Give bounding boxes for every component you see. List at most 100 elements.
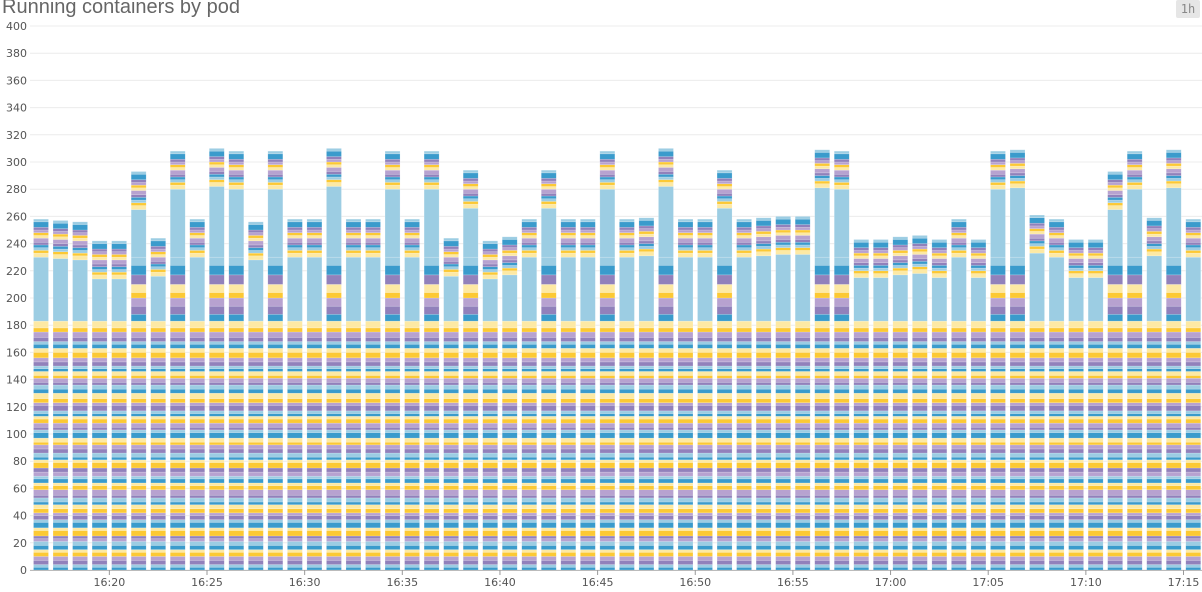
bar-segment[interactable] — [423, 530, 440, 537]
bar-segment[interactable] — [677, 388, 694, 394]
bar-segment[interactable] — [755, 348, 772, 353]
bar-segment[interactable] — [1146, 552, 1162, 557]
bar-segment[interactable] — [1029, 541, 1045, 546]
bar-segment[interactable] — [33, 235, 49, 239]
bar-segment[interactable] — [873, 241, 889, 248]
bar-segment[interactable] — [814, 527, 830, 531]
bar-segment[interactable] — [736, 527, 752, 531]
bar-segment[interactable] — [1126, 564, 1143, 568]
bar-segment[interactable] — [150, 441, 166, 446]
bar-segment[interactable] — [169, 348, 186, 353]
bar-segment[interactable] — [775, 337, 791, 342]
bar-segment[interactable] — [287, 229, 303, 233]
bar-segment[interactable] — [892, 489, 909, 496]
bar-segment[interactable] — [873, 475, 889, 480]
bar-segment[interactable] — [1107, 182, 1123, 186]
bar-segment[interactable] — [501, 541, 518, 546]
bar-segment[interactable] — [521, 365, 537, 369]
bar-segment[interactable] — [111, 471, 127, 477]
bar-segment[interactable] — [1009, 314, 1026, 322]
bar-segment[interactable] — [755, 567, 772, 571]
bar-segment[interactable] — [404, 352, 420, 359]
bar-segment[interactable] — [1107, 489, 1123, 496]
bar-segment[interactable] — [169, 522, 186, 529]
bar-segment[interactable] — [521, 352, 537, 359]
bar-segment[interactable] — [482, 519, 498, 523]
bar-segment[interactable] — [111, 552, 127, 557]
bar-segment[interactable] — [853, 388, 870, 394]
bar-segment[interactable] — [892, 405, 909, 412]
bar-segment[interactable] — [716, 195, 733, 199]
bar-segment[interactable] — [150, 456, 166, 461]
bar-segment[interactable] — [501, 489, 518, 496]
bar-segment[interactable] — [541, 337, 557, 342]
bar-segment[interactable] — [228, 368, 245, 372]
bar-segment[interactable] — [1009, 452, 1026, 458]
bar-segment[interactable] — [873, 273, 889, 278]
bar-segment[interactable] — [736, 522, 752, 529]
bar-segment[interactable] — [209, 482, 225, 486]
bar-segment[interactable] — [111, 418, 127, 424]
bar-segment[interactable] — [1126, 343, 1143, 349]
bar-segment[interactable] — [619, 371, 635, 376]
bar-segment[interactable] — [775, 413, 791, 417]
bar-segment[interactable] — [130, 256, 147, 266]
bar-segment[interactable] — [150, 371, 166, 376]
bar-segment[interactable] — [228, 549, 245, 553]
bar-segment[interactable] — [306, 478, 323, 484]
bar-segment[interactable] — [970, 375, 987, 379]
bar-segment[interactable] — [384, 515, 401, 520]
bar-segment[interactable] — [541, 459, 557, 463]
bar-segment[interactable] — [1068, 475, 1084, 480]
bar-segment[interactable] — [130, 494, 147, 499]
bar-segment[interactable] — [677, 522, 694, 529]
bar-segment[interactable] — [443, 437, 459, 443]
bar-segment[interactable] — [130, 541, 147, 546]
bar-segment[interactable] — [365, 221, 381, 228]
bar-segment[interactable] — [326, 171, 342, 175]
bar-segment[interactable] — [951, 448, 967, 454]
bar-segment[interactable] — [1165, 160, 1182, 164]
bar[interactable] — [345, 218, 362, 571]
bar-segment[interactable] — [91, 337, 108, 342]
bar-segment[interactable] — [853, 337, 870, 342]
bar-segment[interactable] — [853, 258, 870, 263]
bar-segment[interactable] — [150, 331, 166, 338]
bar-segment[interactable] — [775, 227, 791, 231]
bar-segment[interactable] — [736, 341, 752, 345]
bar-segment[interactable] — [1068, 398, 1084, 403]
bar-segment[interactable] — [892, 337, 909, 342]
bar-segment[interactable] — [52, 388, 69, 394]
bar-segment[interactable] — [326, 173, 342, 178]
bar-segment[interactable] — [501, 267, 518, 272]
bar-segment[interactable] — [404, 337, 420, 342]
bar-segment[interactable] — [33, 388, 49, 394]
bar-segment[interactable] — [267, 164, 284, 168]
bar-segment[interactable] — [697, 327, 713, 333]
bar-segment[interactable] — [970, 361, 987, 367]
bar-segment[interactable] — [833, 519, 850, 523]
bar-segment[interactable] — [912, 254, 928, 259]
bar-segment[interactable] — [931, 352, 948, 359]
bar-segment[interactable] — [267, 530, 284, 537]
bar-segment[interactable] — [912, 418, 928, 424]
bar-segment[interactable] — [306, 402, 323, 406]
bar-segment[interactable] — [658, 478, 674, 484]
bar-segment[interactable] — [1048, 327, 1065, 333]
bar-segment[interactable] — [1029, 331, 1045, 338]
bar-segment[interactable] — [287, 538, 303, 542]
bar-segment[interactable] — [833, 184, 850, 190]
bar-segment[interactable] — [1165, 413, 1182, 417]
bar-segment[interactable] — [951, 497, 967, 503]
bar-segment[interactable] — [287, 357, 303, 363]
bar-segment[interactable] — [716, 459, 733, 463]
bar-segment[interactable] — [599, 494, 616, 499]
bar[interactable] — [91, 240, 108, 571]
bar-segment[interactable] — [1009, 538, 1026, 542]
bar-segment[interactable] — [91, 251, 108, 255]
bar-segment[interactable] — [931, 273, 948, 278]
bar-segment[interactable] — [462, 341, 479, 345]
bar-segment[interactable] — [794, 538, 811, 542]
bar-segment[interactable] — [326, 256, 342, 266]
bar-segment[interactable] — [345, 556, 362, 561]
